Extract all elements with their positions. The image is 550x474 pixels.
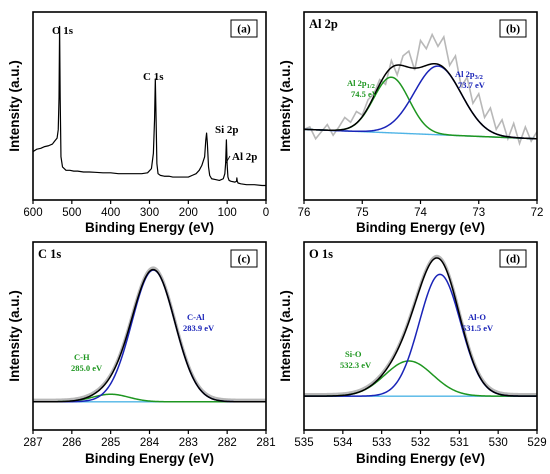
panel-d-x-ticks: 535 534 533 532 531 530 529 bbox=[294, 430, 547, 449]
panel-d-xlabel: Binding Energy (eV) bbox=[356, 451, 485, 466]
panel-d-anno-blue-name: Al-O bbox=[468, 312, 486, 322]
panel-b-anno-blue-value: 73.7 eV bbox=[458, 80, 486, 90]
panel-d-title: O 1s bbox=[309, 247, 333, 261]
panel-b-anno-blue-name: Al 2p3/2 bbox=[455, 69, 483, 81]
annotation-al2p: Al 2p bbox=[232, 151, 257, 163]
panel-b-al2p: 76 75 74 73 72 (b) Al 2p Al 2p1/2 74.5 eV Al… bbox=[278, 11, 544, 235]
panel-b-label: (b) bbox=[506, 24, 520, 36]
panel-c-anno-blue-name: C-Al bbox=[187, 312, 205, 322]
panel-a-xtick-label-1: 500 bbox=[62, 207, 81, 219]
panel-c-xtick-label-4: 283 bbox=[179, 437, 198, 449]
panel-a-survey: 600 500 400 300 200 100 0 (a) O 1s C 1s Si 2p … bbox=[7, 11, 269, 235]
panel-a-xtick-label-0: 600 bbox=[23, 207, 42, 219]
panel-b-anno-blue-main: Al 2p bbox=[455, 69, 475, 79]
panel-a-xlabel: Binding Energy (eV) bbox=[85, 220, 214, 235]
annotation-si2p: Si 2p bbox=[215, 124, 239, 136]
panel-b-annotation-blue: Al 2p3/2 73.7 eV bbox=[455, 69, 486, 90]
panel-c-raw-data bbox=[33, 266, 266, 402]
panel-d-annotation-blue: Al-O 531.5 eV bbox=[462, 312, 494, 333]
panel-d-xtick-label-2: 533 bbox=[372, 437, 391, 449]
panel-b-xtick-label-4: 72 bbox=[531, 207, 544, 219]
panel-c-component-c-al bbox=[33, 269, 266, 403]
panel-c-title: C 1s bbox=[38, 247, 61, 261]
panel-c-xtick-label-1: 286 bbox=[62, 437, 81, 449]
panel-c-ylabel: Intensity (a.u.) bbox=[7, 290, 22, 382]
panel-b-anno-green-sub: 1/2 bbox=[367, 83, 375, 90]
panel-b-plot-area bbox=[303, 32, 538, 147]
panel-b-annotation-green: Al 2p1/2 74.5 eV bbox=[347, 78, 379, 99]
panel-c-anno-green-value: 285.0 eV bbox=[71, 363, 103, 373]
panel-d-ylabel: Intensity (a.u.) bbox=[278, 290, 293, 382]
panel-c-anno-blue-value: 283.9 eV bbox=[183, 323, 215, 333]
panel-c-annotation-blue: C-Al 283.9 eV bbox=[183, 312, 215, 333]
panel-b-xtick-label-3: 73 bbox=[472, 207, 485, 219]
panel-a-plot-area bbox=[32, 25, 266, 187]
panel-b-ylabel: Intensity (a.u.) bbox=[278, 60, 293, 152]
panel-d-raw-data bbox=[304, 254, 537, 397]
panel-b-envelope bbox=[303, 62, 538, 140]
panel-a-xtick-label-4: 200 bbox=[179, 207, 198, 219]
panel-a-xtick-label-5: 100 bbox=[218, 207, 237, 219]
panel-c-envelope bbox=[33, 268, 266, 403]
panel-d-xtick-label-3: 532 bbox=[411, 437, 430, 449]
panel-d-component-si-o bbox=[304, 360, 537, 397]
panel-a-xtick-label-6: 0 bbox=[263, 207, 269, 219]
panel-b-anno-blue-sub: 3/2 bbox=[475, 74, 483, 81]
panel-c-xtick-label-0: 287 bbox=[23, 437, 42, 449]
panel-b-anno-green-name: Al 2p1/2 bbox=[347, 78, 375, 90]
panel-d-label: (d) bbox=[506, 254, 520, 266]
panel-c-xtick-label-3: 284 bbox=[140, 437, 160, 449]
annotation-c1s: C 1s bbox=[143, 71, 164, 83]
panel-a-ylabel: Intensity (a.u.) bbox=[7, 60, 22, 152]
panel-c-x-ticks: 287 286 285 284 283 282 281 bbox=[23, 430, 276, 449]
panel-a-survey-line bbox=[32, 25, 266, 187]
panel-c-annotation-green: C-H 285.0 eV bbox=[71, 352, 103, 373]
panel-c-label: (c) bbox=[238, 254, 251, 266]
panel-c-xtick-label-5: 282 bbox=[218, 437, 237, 449]
panel-d-frame bbox=[303, 241, 538, 431]
panel-b-anno-green-value: 74.5 eV bbox=[351, 89, 379, 99]
panel-d-envelope bbox=[304, 257, 537, 397]
panel-d-xtick-label-6: 529 bbox=[527, 437, 546, 449]
panel-a-label: (a) bbox=[237, 24, 251, 36]
panel-c-anno-green-name: C-H bbox=[74, 352, 90, 362]
panel-d-xtick-label-4: 531 bbox=[450, 437, 469, 449]
panel-d-o1s: 535 534 533 532 531 530 529 (d) O 1s Si-O 532.… bbox=[278, 241, 547, 466]
panel-d-xtick-label-0: 535 bbox=[294, 437, 313, 449]
panel-a-xtick-label-3: 300 bbox=[140, 207, 159, 219]
panel-d-badge bbox=[499, 249, 527, 268]
panel-d-plot-area bbox=[304, 254, 537, 397]
panel-b-xtick-label-2: 74 bbox=[414, 207, 427, 219]
panel-b-badge bbox=[499, 19, 527, 38]
panel-c-c1s: 287 286 285 284 283 282 281 (c) C 1s C-H 285.0… bbox=[7, 241, 276, 466]
annotation-al2p-leader bbox=[225, 155, 231, 164]
panel-d-anno-green-name: Si-O bbox=[345, 349, 362, 359]
panel-c-xlabel: Binding Energy (eV) bbox=[85, 451, 214, 466]
panel-b-title: Al 2p bbox=[309, 17, 338, 31]
panel-b-xtick-label-1: 75 bbox=[356, 207, 369, 219]
panel-c-badge bbox=[230, 249, 258, 268]
panel-b-xtick-label-0: 76 bbox=[298, 207, 311, 219]
panel-b-x-ticks: 76 75 74 73 72 bbox=[298, 200, 544, 219]
panel-a-badge bbox=[230, 19, 258, 38]
panel-d-anno-green-value: 532.3 eV bbox=[340, 360, 372, 370]
panel-a-x-ticks: 600 500 400 300 200 100 0 bbox=[23, 200, 269, 219]
panel-b-raw-data bbox=[303, 32, 538, 147]
panel-d-component-al-o bbox=[304, 273, 537, 397]
panel-d-xtick-label-1: 534 bbox=[333, 437, 353, 449]
panel-a-frame bbox=[32, 11, 267, 201]
panel-c-plot-area bbox=[33, 266, 266, 403]
panel-d-xtick-label-5: 530 bbox=[489, 437, 508, 449]
panel-c-xtick-label-6: 281 bbox=[256, 437, 275, 449]
panel-b-anno-green-main: Al 2p bbox=[347, 78, 367, 88]
annotation-o1s: O 1s bbox=[52, 25, 74, 37]
panel-a-xtick-label-2: 400 bbox=[101, 207, 120, 219]
panel-b-xlabel: Binding Energy (eV) bbox=[356, 220, 485, 235]
panel-d-anno-blue-value: 531.5 eV bbox=[462, 323, 494, 333]
panel-d-annotation-green: Si-O 532.3 eV bbox=[340, 349, 372, 370]
panel-c-xtick-label-2: 285 bbox=[101, 437, 120, 449]
